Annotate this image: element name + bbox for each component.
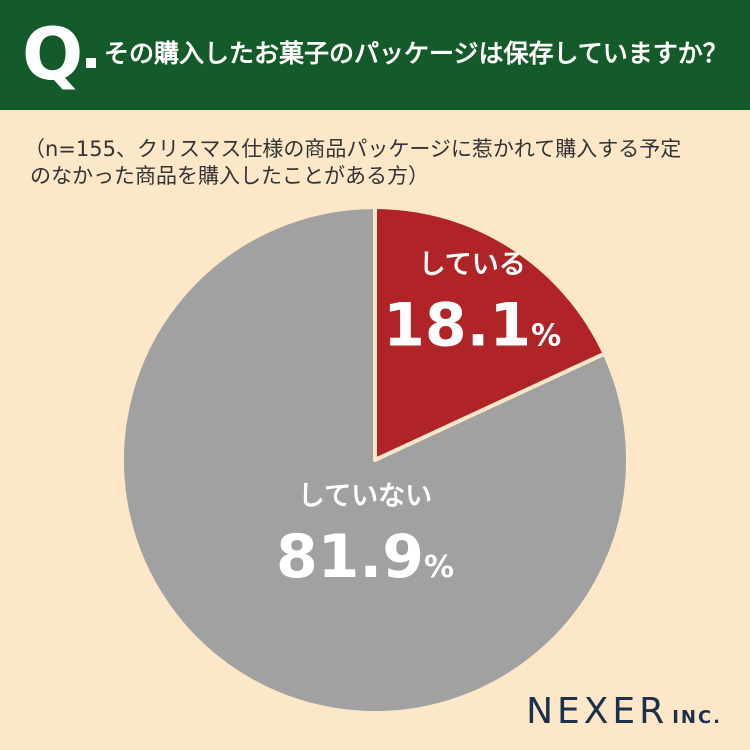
slice-value-label: 18.1% <box>383 291 561 361</box>
slice-label-group-1: している 18.1% <box>383 250 561 361</box>
logo-sub-text: INC. <box>672 707 722 728</box>
nexer-logo: NEXER INC. <box>526 691 722 732</box>
slice-value-label: 81.9% <box>276 522 454 592</box>
logo-main-text: NEXER <box>526 691 669 732</box>
slice-category-label: している <box>419 250 526 281</box>
header-bar: Q その購入したお菓子のパッケージは保存していますか？ <box>0 0 750 110</box>
q-letter: Q <box>22 12 84 96</box>
slice-category-label: していない <box>298 481 432 512</box>
pie-slice-2 <box>120 205 630 715</box>
pie-slice-1 <box>373 205 607 462</box>
sample-note-line2: のなかった商品を購入したことがある方） <box>30 164 429 188</box>
q-dot <box>86 58 96 68</box>
slice-label-group-2: していない 81.9% <box>276 481 454 592</box>
sample-note-line1: （n=155、クリスマス仕様の商品パッケージに惹かれて購入する予定 <box>24 137 682 161</box>
question-title: その購入したお菓子のパッケージは保存していますか？ <box>104 39 728 68</box>
sample-note: （n=155、クリスマス仕様の商品パッケージに惹かれて購入する予定 のなかった商… <box>24 136 734 190</box>
